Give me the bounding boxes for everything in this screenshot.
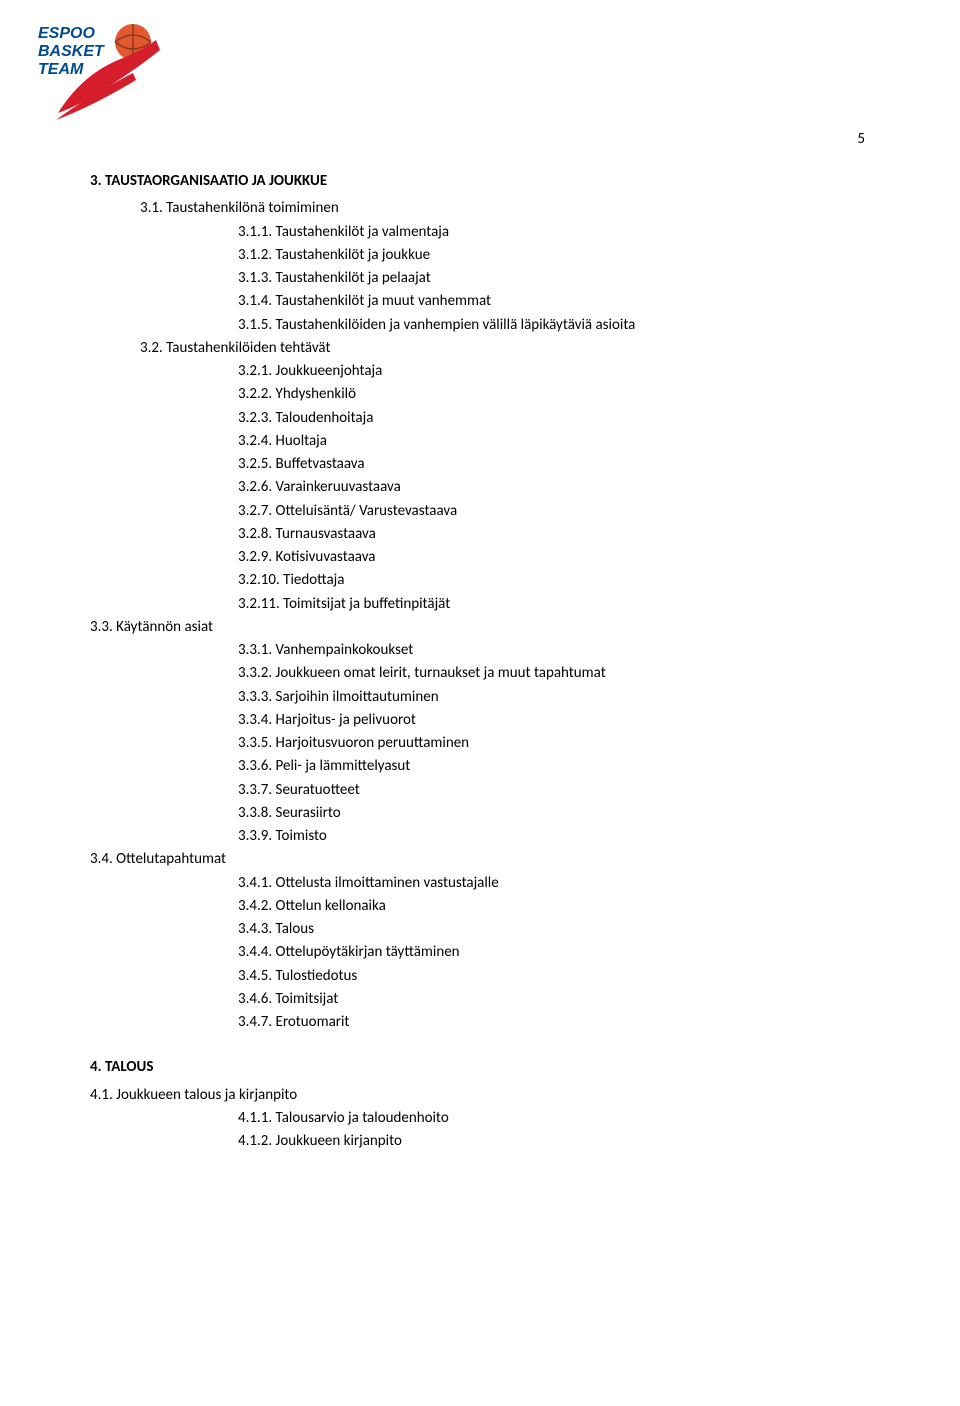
list-item: 4.1.2. Joukkueen kirjanpito xyxy=(90,1130,870,1153)
list-item: 3.1.2. Taustahenkilöt ja joukkue xyxy=(90,244,870,267)
list-item: 3.4.1. Ottelusta ilmoittaminen vastustaj… xyxy=(90,872,870,895)
list-item: 3.3.4. Harjoitus- ja pelivuorot xyxy=(90,709,870,732)
list-item: 3.3.3. Sarjoihin ilmoittautuminen xyxy=(90,686,870,709)
logo-text-2: BASKET xyxy=(38,43,105,60)
list-item: 4.1.1. Talousarvio ja taloudenhoito xyxy=(90,1107,870,1130)
section-4-1-title: 4.1. Joukkueen talous ja kirjanpito xyxy=(90,1084,870,1107)
list-item: 3.1.1. Taustahenkilöt ja valmentaja xyxy=(90,221,870,244)
list-item: 3.2.11. Toimitsijat ja buffetinpitäjät xyxy=(90,593,870,616)
team-logo: ESPOO BASKET TEAM xyxy=(38,18,168,138)
list-item: 3.4.3. Talous xyxy=(90,918,870,941)
page-number: 5 xyxy=(857,130,865,148)
list-item: 3.2.8. Turnausvastaava xyxy=(90,523,870,546)
section-3-1-title: 3.1. Taustahenkilönä toimiminen xyxy=(90,197,870,220)
list-item: 3.1.3. Taustahenkilöt ja pelaajat xyxy=(90,267,870,290)
list-item: 3.2.4. Huoltaja xyxy=(90,430,870,453)
section-3-4-title: 3.4. Ottelutapahtumat xyxy=(90,848,870,871)
list-item: 3.2.2. Yhdyshenkilö xyxy=(90,383,870,406)
list-item: 3.3.5. Harjoitusvuoron peruuttaminen xyxy=(90,732,870,755)
list-item: 3.3.9. Toimisto xyxy=(90,825,870,848)
list-item: 3.2.1. Joukkueenjohtaja xyxy=(90,360,870,383)
list-item: 3.1.4. Taustahenkilöt ja muut vanhemmat xyxy=(90,290,870,313)
list-item: 3.3.7. Seuratuotteet xyxy=(90,779,870,802)
section-3-3-title: 3.3. Käytännön asiat xyxy=(90,616,870,639)
list-item: 3.2.6. Varainkeruuvastaava xyxy=(90,476,870,499)
logo-text-3: TEAM xyxy=(38,61,84,78)
section-3-title: 3. TAUSTAORGANISAATIO JA JOUKKUE xyxy=(90,170,870,193)
list-item: 3.2.5. Buffetvastaava xyxy=(90,453,870,476)
list-item: 3.3.8. Seurasiirto xyxy=(90,802,870,825)
section-3-2-title: 3.2. Taustahenkilöiden tehtävät xyxy=(90,337,870,360)
list-item: 3.3.1. Vanhempainkokoukset xyxy=(90,639,870,662)
list-item: 3.4.7. Erotuomarit xyxy=(90,1011,870,1034)
list-item: 3.4.4. Ottelupöytäkirjan täyttäminen xyxy=(90,941,870,964)
list-item: 3.2.7. Otteluisäntä/ Varustevastaava xyxy=(90,500,870,523)
logo-text-1: ESPOO xyxy=(38,25,95,42)
section-4-title: 4. TALOUS xyxy=(90,1056,870,1079)
list-item: 3.4.6. Toimitsijat xyxy=(90,988,870,1011)
list-item: 3.2.3. Taloudenhoitaja xyxy=(90,407,870,430)
document-content: 3. TAUSTAORGANISAATIO JA JOUKKUE 3.1. Ta… xyxy=(90,40,870,1153)
list-item: 3.2.9. Kotisivuvastaava xyxy=(90,546,870,569)
list-item: 3.1.5. Taustahenkilöiden ja vanhempien v… xyxy=(90,314,870,337)
list-item: 3.4.5. Tulostiedotus xyxy=(90,965,870,988)
list-item: 3.3.6. Peli- ja lämmittelyasut xyxy=(90,755,870,778)
list-item: 3.4.2. Ottelun kellonaika xyxy=(90,895,870,918)
list-item: 3.3.2. Joukkueen omat leirit, turnaukset… xyxy=(90,662,870,685)
list-item: 3.2.10. Tiedottaja xyxy=(90,569,870,592)
